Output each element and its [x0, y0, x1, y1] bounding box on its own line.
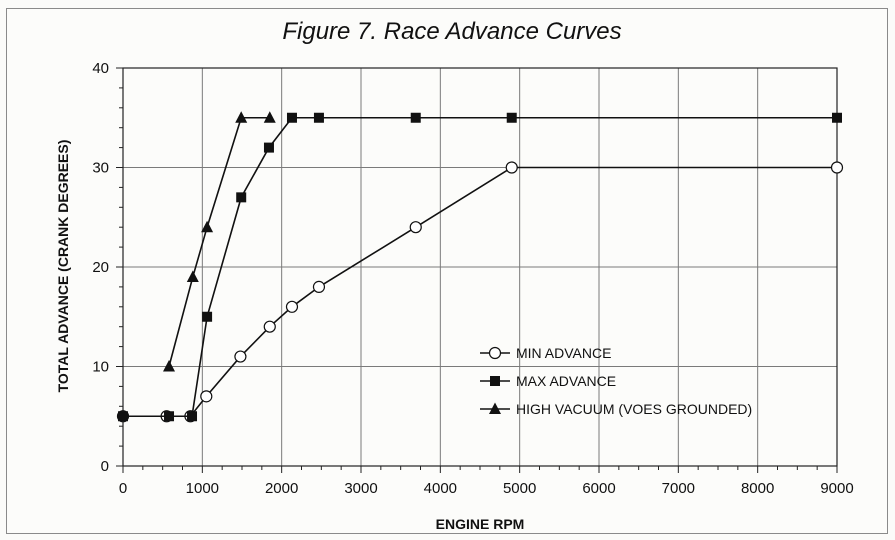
- minor-ticks: [116, 67, 838, 473]
- data-point: [201, 220, 214, 233]
- data-point: [832, 112, 842, 123]
- x-tick-label: 7000: [662, 480, 695, 497]
- legend-marker: [490, 376, 500, 386]
- x-tick-label: 6000: [582, 480, 615, 497]
- data-point: [830, 161, 844, 174]
- series-line: [168, 116, 270, 367]
- data-point: [235, 111, 248, 123]
- legend-item: MAX ADVANCE: [480, 373, 616, 389]
- y-tick-label: 40: [92, 60, 109, 77]
- data-point: [163, 360, 176, 372]
- legend-item: MIN ADVANCE: [480, 345, 611, 361]
- legend-label: MIN ADVANCE: [516, 345, 611, 361]
- series-1: [116, 161, 844, 423]
- data-point: [234, 350, 247, 363]
- data-point: [236, 192, 247, 203]
- series-line: [123, 166, 837, 418]
- series-2: [118, 112, 842, 422]
- data-point: [410, 112, 421, 123]
- series-3: [163, 111, 276, 372]
- x-tick-label: 2000: [265, 480, 298, 497]
- data-point: [187, 411, 198, 422]
- data-point: [285, 300, 299, 313]
- y-axis-title: TOTAL ADVANCE (CRANK DEGREES): [55, 140, 71, 393]
- data-point: [200, 390, 213, 403]
- data-point: [263, 142, 274, 153]
- y-tick-label: 30: [92, 160, 109, 177]
- data-point: [118, 411, 128, 422]
- y-tick-label: 0: [101, 458, 109, 475]
- x-tick-label: 8000: [741, 480, 774, 497]
- data-point: [202, 311, 213, 322]
- data-point: [263, 111, 276, 123]
- x-tick-label: 9000: [820, 480, 853, 497]
- data-point: [286, 112, 297, 123]
- data-point: [164, 411, 175, 422]
- legend-item: HIGH VACUUM (VOES GROUNDED): [480, 401, 752, 417]
- x-axis-title: ENGINE RPM: [436, 516, 525, 532]
- series-layer: [116, 111, 844, 423]
- y-tick-label: 20: [92, 259, 109, 276]
- data-point: [409, 221, 422, 234]
- data-point: [186, 270, 199, 282]
- legend-label: MAX ADVANCE: [516, 373, 616, 389]
- legend-marker: [488, 346, 502, 360]
- figure-frame: [6, 8, 888, 534]
- x-tick-label: 3000: [344, 480, 377, 497]
- chart-title: Figure 7. Race Advance Curves: [282, 18, 621, 45]
- data-point: [313, 112, 324, 123]
- x-tick-label: 5000: [503, 480, 536, 497]
- x-axis-tick-labels: 0 1000 2000 3000 4000 5000 6000 7000 8000 9000: [119, 480, 854, 497]
- data-point: [263, 320, 276, 333]
- x-tick-label: 4000: [424, 480, 457, 497]
- y-tick-label: 10: [92, 359, 109, 376]
- data-point: [312, 280, 326, 293]
- x-tick-label: 1000: [186, 480, 219, 497]
- y-axis-tick-labels: 0 10 20 30 40: [92, 60, 109, 475]
- x-tick-label: 0: [119, 480, 127, 497]
- data-point: [506, 112, 517, 123]
- legend: MIN ADVANCE MAX ADVANCE HIGH VACUUM (VOES …: [480, 345, 752, 417]
- legend-label: HIGH VACUUM (VOES GROUNDED): [516, 401, 752, 417]
- data-point: [505, 161, 518, 174]
- legend-marker: [489, 402, 501, 414]
